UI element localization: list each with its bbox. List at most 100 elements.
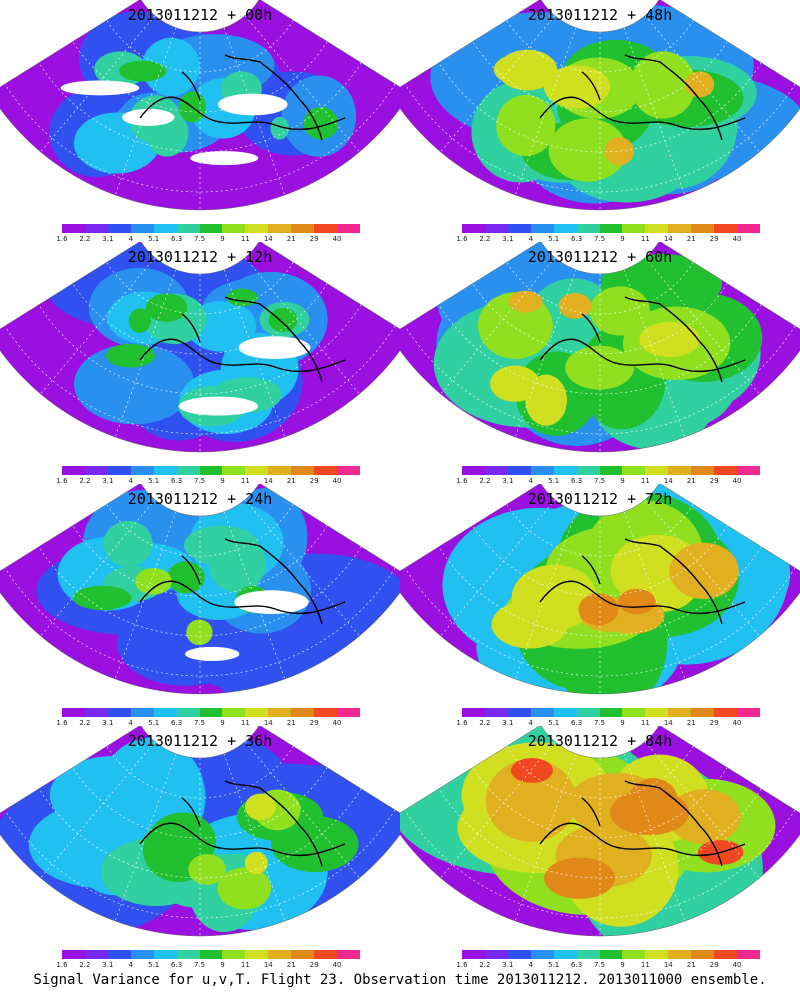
colorbar-swatch [645,224,669,233]
colorbar-tick-label: 1.6 [56,235,68,243]
colorbar-swatch [668,466,692,475]
colorbar-swatch [530,708,554,717]
colorbar-swatch [291,466,315,475]
variance-map [0,726,400,937]
missing-data-region [238,336,311,360]
colorbar-tick-label: 29 [309,235,319,243]
colorbar-tick-label: 29 [309,961,319,969]
colorbar-swatch [176,466,200,475]
colorbar-ticks: 1.6 2.2 3.1 4 5.1 6.3 7.5 9 11 14 21 29 40 [456,477,760,487]
variance-contour [490,365,540,402]
colorbar-swatch [553,950,577,959]
colorbar-tick-label: 40 [332,719,342,727]
colorbar-swatch [176,708,200,717]
colorbar-tick-label: 21 [286,719,296,727]
colorbar-tick-label: 5.1 [548,719,560,727]
colorbar-tick-label: 21 [286,961,296,969]
colorbar-swatch [737,950,760,959]
parallel-line [506,504,694,557]
colorbar-tick-label: 40 [732,961,742,969]
colorbar-tick-label: 29 [709,961,719,969]
colorbar-tick-label: 9 [220,719,225,727]
variance-contour [49,756,176,834]
variance-map [0,242,400,453]
colorbar-tick-label: 21 [686,961,696,969]
colorbar-swatch [622,708,646,717]
variance-contour [485,759,577,842]
colorbar-tick-label: 4 [128,235,133,243]
parallel-line [72,767,328,839]
parallel-line [472,283,728,355]
colorbar-swatch [553,224,577,233]
colorbar-swatch [530,224,554,233]
colorbar-swatch [714,950,738,959]
parallel-line [106,746,294,799]
variance-map [400,242,800,453]
colorbar-swatch [222,224,246,233]
colorbar-tick-label: 5.1 [148,235,160,243]
colorbar-tick-label: 7.5 [593,961,606,969]
colorbar-swatch [507,708,531,717]
parallel-line [506,262,694,315]
colorbar-swatch [314,224,338,233]
variance-contour [639,321,701,358]
variance-contour [135,568,172,595]
colorbar-swatch [62,466,85,475]
colorbar-tick-label: 2.2 [79,477,91,485]
coastline [139,54,346,141]
colorbar-swatch [462,466,485,475]
colorbar-tick-label: 40 [732,477,742,485]
variance-contour [544,857,616,899]
variance-contour [667,789,741,844]
colorbar-tick-label: 7.5 [593,477,606,485]
parallel-line [4,325,396,435]
colorbar-swatch [107,708,131,717]
colorbar-tick-label: 3.1 [102,477,114,485]
colorbar-swatch [622,950,646,959]
variance-map [400,726,800,937]
variance-contour [167,561,205,594]
colorbar-swatch [107,224,131,233]
colorbar-swatch [130,224,154,233]
colorbar-swatch [484,708,508,717]
panel-title: 2013011212 + 00h [127,6,273,24]
colorbar-swatch [268,466,292,475]
map-outline [400,242,800,453]
colorbar-swatch [462,950,485,959]
colorbar-swatch [576,224,600,233]
colorbar-swatch [84,708,108,717]
colorbar-swatch [199,708,223,717]
map-outline [400,0,800,211]
colorbar-tick-label: 7.5 [193,477,206,485]
colorbar-swatch [130,950,154,959]
colorbar-tick-label: 1.6 [456,719,468,727]
variance-contour [128,308,151,333]
colorbar-tick-label: 6.3 [171,961,183,969]
colorbar-tick-label: 11 [640,235,650,243]
colorbar-tick-label: 11 [240,477,250,485]
panel-title: 2013011212 + 84h [527,732,673,750]
colorbar-swatch [737,224,760,233]
colorbar-tick-label: 9 [220,961,225,969]
colorbar-ticks: 1.6 2.2 3.1 4 5.1 6.3 7.5 9 11 14 21 29 40 [56,719,360,729]
colorbar-tick-label: 2.2 [479,477,491,485]
variance-contour [183,525,259,566]
colorbar-swatch [668,224,692,233]
parallel-line [404,809,796,919]
variance-contour [543,65,611,109]
parallel-line [404,567,796,677]
colorbar-swatch [291,224,315,233]
colorbar-swatch [107,950,131,959]
parallel-line [404,83,796,193]
colorbar-tick-label: 5.1 [548,961,560,969]
map-outline [0,242,400,453]
parallel-line [472,767,728,839]
colorbar-tick-label: 6.3 [571,477,583,485]
colorbar-swatch [714,466,738,475]
colorbar-swatch [245,950,269,959]
colorbar-swatch [737,466,760,475]
colorbar-tick-label: 6.3 [171,719,183,727]
colorbar-swatch [337,708,360,717]
colorbar-tick-label: 40 [732,719,742,727]
colorbar-swatch [268,950,292,959]
